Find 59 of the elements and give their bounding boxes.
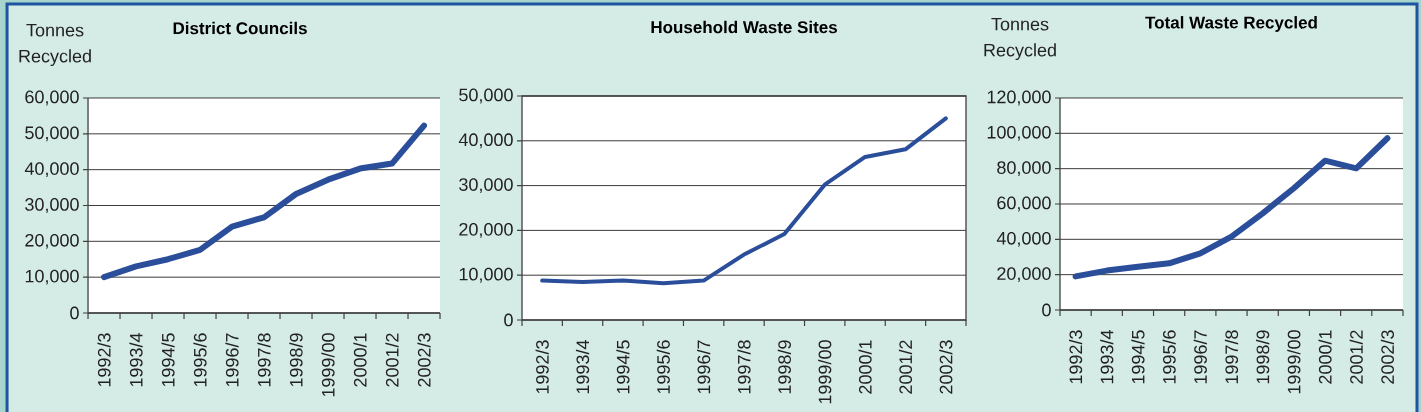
x-tick-label: 1999/00 bbox=[1287, 330, 1301, 394]
x-tick-label: 1999/00 bbox=[818, 340, 832, 404]
y-tick-label: 20,000 bbox=[459, 222, 513, 238]
y-tick-label: 80,000 bbox=[997, 161, 1051, 177]
x-tick-label: 1992/3 bbox=[535, 340, 549, 394]
x-tick-label: 2001/2 bbox=[898, 340, 913, 394]
x-tick-label: 1998/9 bbox=[1256, 330, 1270, 384]
x-tick-label: 1994/5 bbox=[161, 333, 175, 387]
x-tick-label: 2000/1 bbox=[353, 333, 367, 387]
y-tick-label: 40,000 bbox=[996, 231, 1051, 247]
y-tick-label: 40,000 bbox=[458, 133, 513, 149]
y-tick-label: 0 bbox=[504, 313, 513, 327]
x-tick-label: 1997/8 bbox=[1224, 330, 1239, 384]
x-tick-label: 1995/6 bbox=[1162, 330, 1176, 384]
x-tick-label: 1993/4 bbox=[575, 340, 590, 394]
y-tick-label: 30,000 bbox=[459, 178, 513, 194]
x-tick-label: 2001/2 bbox=[1349, 330, 1363, 384]
x-tick-label: 1994/5 bbox=[1131, 330, 1145, 384]
y-tick-label: 50,000 bbox=[25, 126, 79, 142]
y-tick-label: 0 bbox=[1042, 303, 1051, 317]
y-tick-label: 50,000 bbox=[459, 88, 513, 104]
x-tick-label: 1996/7 bbox=[225, 333, 239, 387]
y-tick-label: 120,000 bbox=[987, 90, 1051, 106]
y-tick-label: 30,000 bbox=[25, 198, 79, 213]
x-tick-label: 1993/4 bbox=[129, 333, 143, 387]
x-tick-label: 2002/3 bbox=[1380, 330, 1395, 384]
x-tick-label: 1994/5 bbox=[616, 340, 630, 394]
x-tick-label: 1993/4 bbox=[1100, 330, 1114, 384]
x-tick-label: 1998/9 bbox=[777, 340, 791, 394]
x-tick-label: 2002/3 bbox=[417, 333, 431, 387]
y-axis-title: Tonnes Recycled bbox=[19, 23, 91, 67]
y-tick-label: 40,000 bbox=[24, 162, 79, 178]
x-tick-label: 1996/7 bbox=[1193, 330, 1207, 384]
x-tick-label: 1998/9 bbox=[289, 333, 303, 387]
x-tick-label: 1999/00 bbox=[321, 333, 335, 397]
y-tick-label: 10,000 bbox=[459, 267, 513, 283]
x-tick-label: 1997/8 bbox=[257, 333, 271, 387]
x-tick-label: 1992/3 bbox=[97, 333, 111, 387]
x-tick-label: 2000/1 bbox=[1318, 330, 1332, 384]
y-tick-label: 60,000 bbox=[25, 90, 79, 106]
x-tick-label: 2002/3 bbox=[939, 340, 953, 394]
y-tick-label: 60,000 bbox=[997, 196, 1051, 212]
x-tick-label: 1992/3 bbox=[1068, 330, 1083, 384]
x-tick-label: 1995/6 bbox=[193, 333, 207, 387]
y-tick-label: 100,000 bbox=[987, 125, 1051, 141]
y-axis-title: Tonnes Recycled bbox=[984, 17, 1056, 61]
x-tick-label: 2000/1 bbox=[858, 340, 872, 394]
x-tick-label: 1995/6 bbox=[656, 340, 670, 394]
chart-title: District Councils bbox=[173, 21, 307, 35]
chart-title: Household Waste Sites bbox=[651, 20, 837, 34]
y-tick-label: 20,000 bbox=[997, 267, 1051, 283]
y-tick-label: 20,000 bbox=[25, 233, 79, 249]
y-tick-label: 0 bbox=[70, 306, 79, 320]
line-series bbox=[540, 116, 948, 286]
chart-title: Total Waste Recycled bbox=[1145, 16, 1317, 32]
x-tick-label: 1997/8 bbox=[737, 340, 751, 394]
y-tick-label: 10,000 bbox=[25, 269, 79, 285]
x-tick-label: 2001/2 bbox=[385, 333, 399, 387]
x-tick-label: 1996/7 bbox=[697, 340, 711, 394]
